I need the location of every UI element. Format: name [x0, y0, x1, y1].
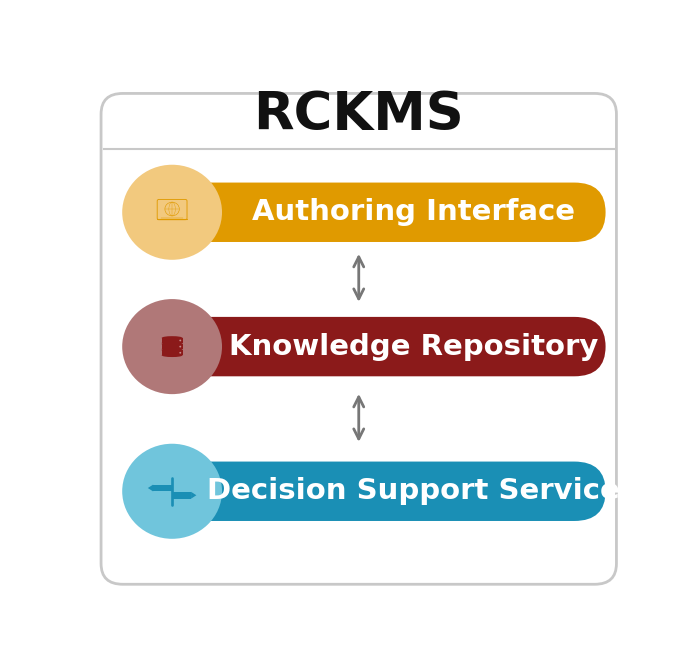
FancyBboxPatch shape	[162, 350, 183, 355]
Ellipse shape	[162, 348, 183, 352]
Text: Authoring Interface: Authoring Interface	[252, 198, 575, 226]
Circle shape	[122, 299, 222, 394]
FancyBboxPatch shape	[128, 317, 606, 376]
FancyBboxPatch shape	[153, 484, 172, 491]
Ellipse shape	[162, 342, 183, 345]
Circle shape	[122, 165, 222, 260]
Text: Decision Support Service: Decision Support Service	[207, 477, 620, 505]
FancyBboxPatch shape	[128, 462, 606, 521]
Circle shape	[179, 352, 181, 354]
Circle shape	[122, 444, 222, 539]
Polygon shape	[148, 484, 153, 491]
Polygon shape	[191, 492, 197, 499]
Text: Knowledge Repository: Knowledge Repository	[229, 333, 598, 360]
Circle shape	[179, 340, 181, 342]
Circle shape	[179, 346, 181, 348]
FancyBboxPatch shape	[162, 344, 183, 349]
Text: RCKMS: RCKMS	[253, 89, 464, 141]
FancyBboxPatch shape	[162, 338, 183, 343]
Ellipse shape	[162, 336, 183, 340]
FancyBboxPatch shape	[101, 93, 617, 584]
FancyBboxPatch shape	[128, 183, 606, 242]
Ellipse shape	[162, 348, 183, 351]
Ellipse shape	[162, 342, 183, 346]
FancyBboxPatch shape	[172, 492, 191, 499]
Ellipse shape	[162, 354, 183, 357]
